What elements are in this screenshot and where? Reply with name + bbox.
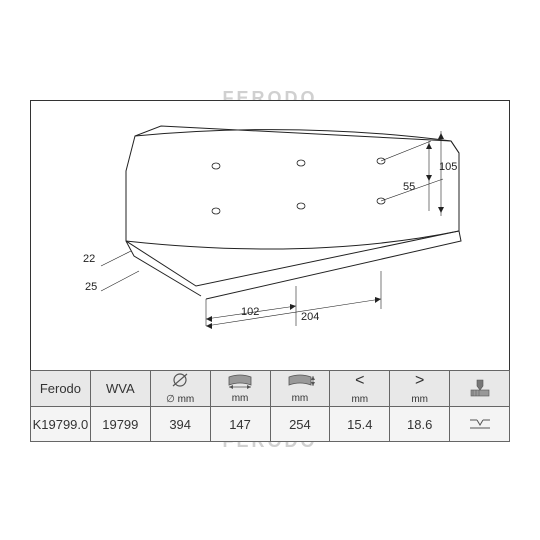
cell-height: 254 (270, 407, 330, 442)
cell-max: 18.6 (390, 407, 450, 442)
th-max: >mm (390, 371, 450, 407)
cell-min: 15.4 (330, 407, 390, 442)
cell-width: 147 (210, 407, 270, 442)
th-min: <mm (330, 371, 390, 407)
cell-rivet (450, 407, 510, 442)
cell-partno: K19799.0 (31, 407, 91, 442)
th-height: mm (270, 371, 330, 407)
th-diameter: ∅ mm (150, 371, 210, 407)
th-width: mm (210, 371, 270, 407)
table-header-row: Ferodo WVA ∅ mm mm mm <mm (31, 371, 510, 407)
th-wva: WVA (90, 371, 150, 407)
rivet-icon (467, 415, 493, 433)
diameter-icon (166, 372, 194, 390)
cell-diameter: 394 (150, 407, 210, 442)
spec-table: Ferodo WVA ∅ mm mm mm <mm (30, 370, 510, 442)
page: FERODO FERODO FERODO FERODO (0, 0, 540, 540)
diagram-frame: 102 204 55 105 22 25 (30, 100, 510, 372)
th-rivet (450, 371, 510, 407)
cell-wva: 19799 (90, 407, 150, 442)
table-row: K19799.0 19799 394 147 254 15.4 18.6 (31, 407, 510, 442)
height-icon (285, 373, 315, 389)
width-icon (225, 373, 255, 389)
brake-lining-diagram (31, 101, 509, 371)
th-ferodo: Ferodo (31, 371, 91, 407)
drill-icon (467, 378, 493, 400)
